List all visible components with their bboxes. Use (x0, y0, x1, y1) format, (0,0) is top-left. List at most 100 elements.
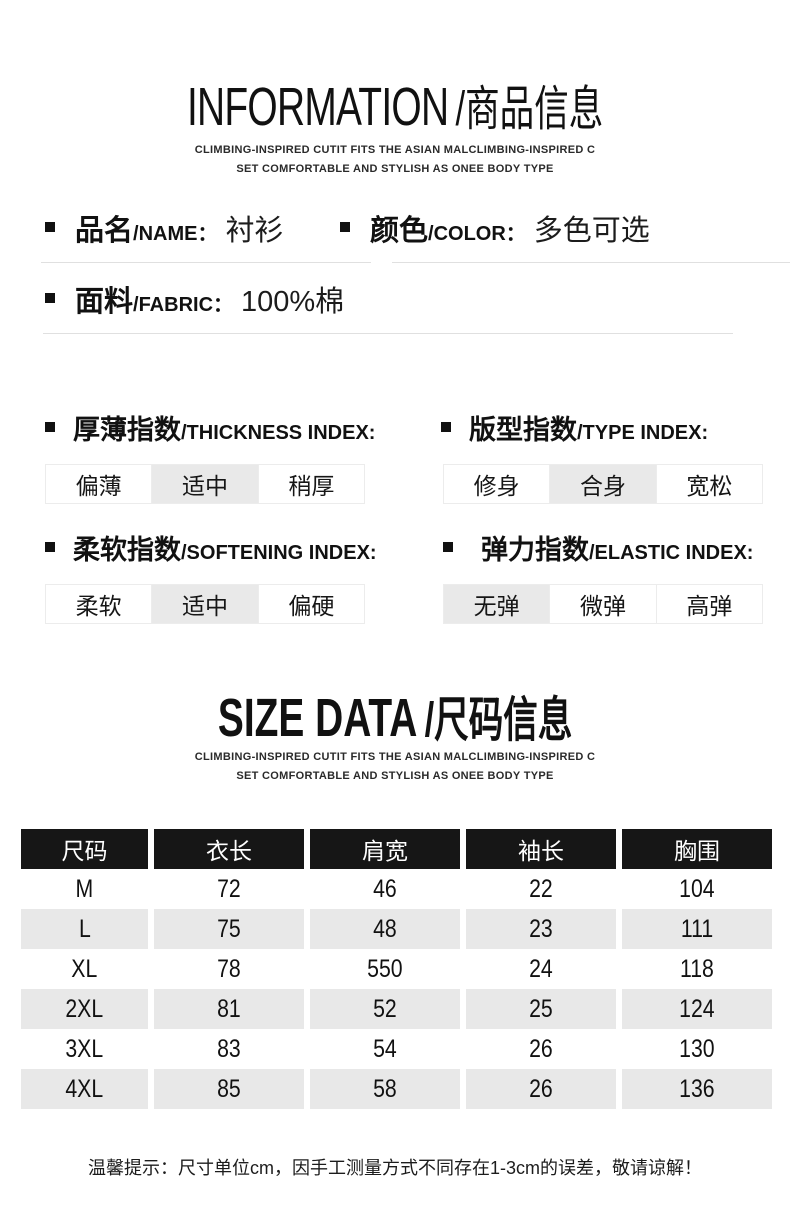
thickness-index-label-en: /THICKNESS INDEX: (181, 422, 376, 444)
info-subtitle-line2: SET COMFORTABLE AND STYLISH AS ONEE BODY… (236, 163, 554, 175)
index-option: 偏薄 (75, 473, 122, 499)
size-title-en: SIZE DATA (217, 688, 418, 748)
table-cell: 23 (466, 909, 616, 949)
size-table-header-cell: 胸围 (622, 829, 772, 869)
thickness-index-label-zh: 厚薄指数 (73, 415, 181, 445)
index-option: 偏硬 (257, 585, 364, 623)
thickness-index-header: 厚薄指数/THICKNESS INDEX: (45, 417, 375, 444)
index-option: 宽松 (655, 465, 762, 503)
attribute-name-label-zh: 品名 (75, 215, 134, 247)
divider-line (392, 262, 790, 263)
attribute-color: 颜色/COLOR： 多色可选 (340, 217, 650, 246)
table-row: L 75 48 23 111 (21, 909, 772, 949)
size-subtitle-line1: CLIMBING-INSPIRED CUTIT FITS THE ASIAN M… (194, 751, 596, 763)
type-index-bar: 修身 合身 宽松 (443, 464, 763, 504)
table-cell: 25 (466, 989, 616, 1029)
table-cell: 104 (679, 874, 715, 903)
square-bullet-icon (45, 293, 55, 303)
square-bullet-icon (340, 222, 350, 232)
table-cell: 4XL (21, 1069, 148, 1109)
table-cell: 46 (373, 874, 397, 903)
index-option: 高弹 (655, 585, 762, 623)
square-bullet-icon (45, 222, 55, 232)
size-table-header-cell: 尺码 (21, 829, 148, 869)
table-cell: 72 (217, 874, 241, 903)
table-row: 2XL 81 52 25 124 (21, 989, 772, 1029)
size-table-body: M 72 46 22 104 L 75 48 23 111 XL 78 550 … (21, 869, 772, 1109)
info-subtitle-line1: CLIMBING-INSPIRED CUTIT FITS THE ASIAN M… (194, 144, 596, 156)
table-row: M 72 46 22 104 (21, 869, 772, 909)
index-option: 适中 (151, 465, 258, 503)
table-cell: 136 (622, 1069, 772, 1109)
table-cell: 550 (367, 954, 403, 983)
softening-index-header: 柔软指数/SOFTENING INDEX: (45, 537, 377, 564)
measurement-note: 温馨提示：尺寸单位cm，因手工测量方式不同存在1-3cm的误差，敬请谅解！ (87, 1158, 702, 1178)
attribute-fabric-label-en: /FABRIC： (133, 294, 234, 316)
elastic-index-header: 弹力指数/ELASTIC INDEX: (443, 537, 753, 564)
attribute-color-value: 多色可选 (533, 215, 650, 247)
table-cell: 48 (310, 909, 460, 949)
index-option: 合身 (549, 465, 656, 503)
table-cell: 26 (529, 1034, 553, 1063)
elastic-index-label-en: /ELASTIC INDEX: (589, 542, 754, 564)
table-cell: 130 (679, 1034, 715, 1063)
softening-index-label-en: /SOFTENING INDEX: (181, 542, 377, 564)
square-bullet-icon (45, 422, 55, 432)
table-cell: L (21, 909, 148, 949)
attribute-name-value: 衬衫 (225, 215, 284, 247)
attribute-color-label-en: /COLOR： (428, 223, 526, 245)
attribute-name-label-en: /NAME： (133, 223, 218, 245)
index-option: 修身 (473, 473, 520, 499)
size-table-header-cell: 衣长 (154, 829, 304, 869)
softening-index-label-zh: 柔软指数 (73, 535, 181, 565)
table-cell: 111 (622, 909, 772, 949)
table-cell: M (75, 874, 94, 903)
type-index-label-en: /TYPE INDEX: (577, 422, 709, 444)
size-table: 尺码 衣长 肩宽 袖长 胸围 M 72 46 22 104 L 75 48 23… (21, 829, 772, 1109)
table-cell: 75 (154, 909, 304, 949)
table-cell: 81 (154, 989, 304, 1029)
size-title-zh: /尺码信息 (424, 694, 573, 747)
size-section-title: SIZE DATA/尺码信息 (0, 691, 790, 745)
type-index-header: 版型指数/TYPE INDEX: (441, 417, 708, 444)
index-option: 无弹 (444, 585, 550, 623)
table-cell: 24 (529, 954, 553, 983)
thickness-index-bar: 偏薄 适中 稍厚 (45, 464, 365, 504)
index-option: 适中 (151, 585, 258, 623)
square-bullet-icon (443, 542, 453, 552)
size-table-header-cell: 肩宽 (310, 829, 460, 869)
elastic-index-bar: 无弹 微弹 高弹 (443, 584, 763, 624)
attribute-fabric: 面料/FABRIC： 100%棉 (45, 288, 344, 317)
index-option: 微弹 (549, 585, 655, 623)
table-row: 3XL 83 54 26 130 (21, 1029, 772, 1069)
table-cell: 58 (310, 1069, 460, 1109)
index-option: 柔软 (75, 593, 122, 619)
table-cell: XL (71, 954, 98, 983)
elastic-index-label-zh: 弹力指数 (481, 535, 589, 565)
table-cell: 22 (529, 874, 553, 903)
table-cell: 83 (217, 1034, 241, 1063)
table-cell: 78 (217, 954, 241, 983)
table-row: 4XL 85 58 26 136 (21, 1069, 772, 1109)
attribute-color-label-zh: 颜色 (370, 215, 429, 247)
size-subtitle-line2: SET COMFORTABLE AND STYLISH AS ONEE BODY… (236, 770, 554, 782)
attribute-fabric-label-zh: 面料 (75, 286, 134, 318)
type-index-label-zh: 版型指数 (469, 415, 577, 445)
table-cell: 54 (373, 1034, 397, 1063)
table-cell: 52 (310, 989, 460, 1029)
softening-index-bar: 柔软 适中 偏硬 (45, 584, 365, 624)
table-cell: 85 (154, 1069, 304, 1109)
size-table-header-row: 尺码 衣长 肩宽 袖长 胸围 (21, 829, 772, 869)
attribute-fabric-value: 100%棉 (241, 286, 345, 318)
table-cell: 118 (680, 954, 714, 983)
info-title-en: INFORMATION (186, 77, 449, 137)
table-row: XL 78 550 24 118 (21, 949, 772, 989)
size-table-header-cell: 袖长 (466, 829, 616, 869)
info-section-title: INFORMATION/商品信息 (0, 80, 790, 134)
table-cell: 2XL (21, 989, 148, 1029)
table-cell: 26 (466, 1069, 616, 1109)
attribute-name: 品名/NAME： 衬衫 (45, 217, 283, 246)
table-cell: 3XL (65, 1034, 104, 1063)
index-option: 稍厚 (257, 465, 364, 503)
